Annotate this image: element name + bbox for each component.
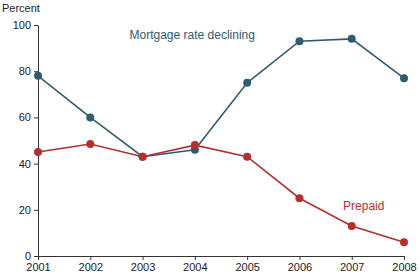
series-marker [243,153,251,161]
series-line [38,39,404,157]
y-tick-mark [34,256,38,257]
series-label: Prepaid [343,199,384,213]
x-tick-mark [38,256,39,260]
x-tick-label: 2005 [235,261,259,273]
y-axis-line [38,26,39,257]
x-tick-label: 2003 [131,261,155,273]
y-tick-label: 80 [19,65,31,77]
y-tick-mark [34,25,38,26]
series-marker [400,238,408,246]
x-tick-mark [143,256,144,260]
y-tick: 60 [19,111,38,123]
y-axis: 020406080100 [13,19,39,262]
x-tick: 2001 [26,256,50,273]
series-marker [295,37,303,45]
y-axis-title: Percent [2,2,40,14]
series-marker [86,113,94,121]
y-tick-mark [34,164,38,165]
y-tick-mark [34,117,38,118]
series-marker [86,140,94,148]
series-marker [348,35,356,43]
y-tick: 20 [19,204,38,216]
series-line [38,144,404,242]
x-tick: 2003 [131,256,155,273]
series-marker [191,141,199,149]
y-tick-label: 20 [19,204,31,216]
x-axis: 2001 2002 2003 2004 2005 2006 2007 2008 [26,256,416,273]
series-marker [295,194,303,202]
x-tick-label: 2002 [79,261,103,273]
x-tick: 2005 [235,256,259,273]
series-label: Mortgage rate declining [130,28,255,42]
y-tick-label: 60 [19,111,31,123]
x-tick-label: 2007 [340,261,364,273]
x-tick: 2006 [288,256,312,273]
x-tick: 2007 [340,256,364,273]
series-marker [34,148,42,156]
y-tick: 100 [13,19,38,31]
x-tick: 2002 [79,256,103,273]
x-tick-mark [352,256,353,260]
series-marker [243,79,251,87]
series-marker [348,222,356,230]
x-tick-label: 2001 [26,261,50,273]
x-tick-mark [247,256,248,260]
x-tick-mark [90,256,91,260]
x-tick-mark [404,256,405,260]
series-marker [400,74,408,82]
y-tick: 40 [19,158,38,170]
x-tick-label: 2006 [288,261,312,273]
x-tick-mark [195,256,196,260]
x-tick-mark [299,256,300,260]
x-tick-label: 2008 [392,261,416,273]
series-marker [34,72,42,80]
x-tick: 2008 [392,256,416,273]
y-tick-label: 100 [13,19,31,31]
chart: 0204060801002001200220032004200520062007… [0,0,420,280]
y-tick-label: 40 [19,158,31,170]
series-marker [139,153,147,161]
series-marker [139,153,147,161]
x-tick-label: 2004 [183,261,207,273]
series-group [34,35,408,246]
y-tick-mark [34,210,38,211]
x-tick: 2004 [183,256,207,273]
x-axis-line [39,256,405,257]
plot-area: 0204060801002001200220032004200520062007… [13,19,417,273]
